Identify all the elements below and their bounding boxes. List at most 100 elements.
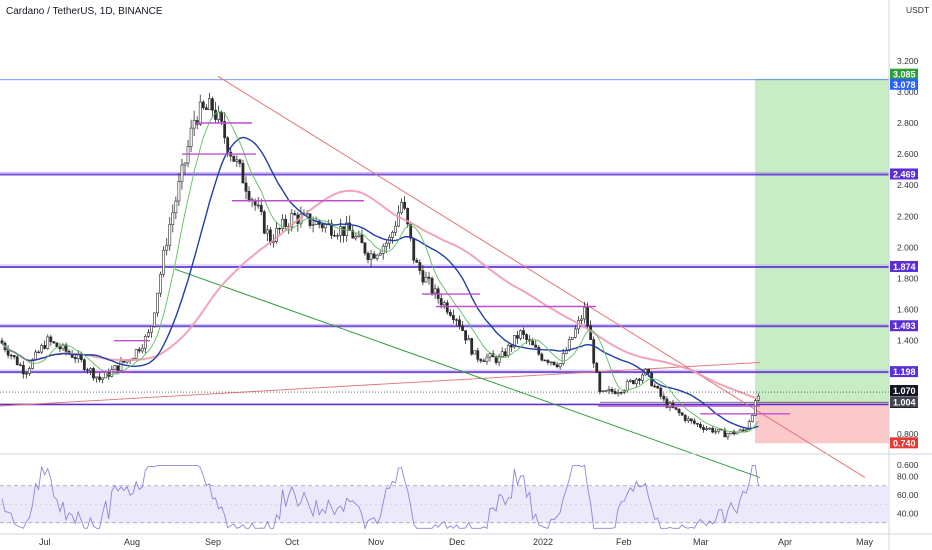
- candle-up: [708, 427, 712, 430]
- candle-up: [384, 242, 388, 247]
- candle-up: [467, 338, 471, 341]
- price-tick-label: 2.200: [897, 211, 919, 221]
- candle-down: [211, 98, 214, 111]
- price-badge-label: 0.740: [893, 438, 916, 448]
- price-badge-label: 1.070: [893, 386, 916, 396]
- candle-down: [586, 307, 590, 326]
- ma-mid-line: [1, 136, 759, 430]
- candle-down: [464, 330, 468, 341]
- candle-down: [406, 208, 410, 225]
- profit-zone: [755, 78, 889, 403]
- candle-down: [592, 339, 596, 364]
- price-badge: [890, 78, 918, 90]
- candle-down: [537, 347, 541, 355]
- candle-up: [747, 421, 751, 430]
- ma-fast-line: [1, 111, 759, 433]
- candle-up: [567, 339, 571, 351]
- candle-down: [647, 368, 651, 374]
- candle-down: [439, 298, 443, 306]
- candle-down: [482, 360, 486, 362]
- candle-up: [159, 273, 163, 294]
- candle-up: [442, 302, 446, 306]
- candle-down: [98, 376, 102, 380]
- price-badge-label: 3.085: [893, 70, 916, 80]
- candle-down: [476, 350, 480, 360]
- candle-up: [46, 336, 50, 349]
- candle-down: [631, 380, 635, 385]
- chart-title: Cardano / TetherUS, 1D, BINANCE: [6, 6, 163, 17]
- candle-down: [122, 360, 126, 363]
- candle-up: [174, 200, 178, 214]
- candle-up: [113, 365, 117, 370]
- candle-up: [378, 252, 382, 256]
- candle-down: [665, 398, 669, 408]
- candle-up: [570, 337, 574, 340]
- candle-up: [95, 376, 98, 379]
- time-tick-label: Jul: [39, 537, 51, 547]
- candle-up: [375, 254, 379, 259]
- candle-up: [390, 232, 394, 238]
- candle-down: [470, 338, 474, 355]
- price-badge-label: 1.493: [893, 321, 916, 331]
- candle-down: [455, 319, 458, 321]
- price-badge-label: 1.004: [893, 397, 916, 407]
- time-tick-label: Dec: [449, 537, 466, 547]
- candle-down: [360, 234, 364, 244]
- candle-down: [516, 335, 519, 339]
- candle-down: [220, 111, 224, 122]
- candle-down: [448, 311, 452, 316]
- candle-up: [272, 241, 275, 244]
- candle-up: [561, 353, 565, 364]
- candle-down: [695, 423, 699, 425]
- time-tick-label: Oct: [285, 537, 300, 547]
- candle-down: [546, 360, 550, 363]
- time-tick-label: Feb: [616, 537, 632, 547]
- candle-up: [61, 344, 65, 350]
- candle-down: [15, 356, 19, 366]
- candle-down: [232, 155, 236, 162]
- candle-down: [329, 223, 333, 236]
- candle-down: [363, 242, 367, 254]
- candle-down: [116, 365, 120, 371]
- candle-up: [573, 328, 577, 338]
- time-tick-label: 2022: [533, 537, 553, 547]
- rsi-line: [1, 464, 759, 530]
- candle-up: [235, 159, 239, 162]
- candle-down: [680, 412, 684, 416]
- price-badge: [890, 366, 918, 378]
- candle-down: [43, 345, 47, 349]
- price-badge-label: 2.469: [893, 169, 916, 179]
- candle-up: [28, 368, 31, 374]
- candle-down: [73, 357, 77, 360]
- candle-up: [625, 381, 629, 391]
- ascending-trendline-red: [0, 362, 761, 407]
- candle-down: [702, 427, 705, 430]
- price-tick-label: 1.400: [897, 336, 919, 346]
- candle-down: [458, 319, 461, 327]
- price-tick-label: 3.200: [897, 56, 919, 66]
- candle-up: [512, 335, 516, 348]
- candle-down: [741, 429, 745, 432]
- candle-down: [543, 359, 547, 362]
- candle-down: [421, 270, 425, 283]
- candle-down: [214, 109, 217, 120]
- candle-up: [394, 225, 397, 233]
- candle-down: [238, 159, 242, 164]
- candle-down: [540, 353, 544, 361]
- candle-up: [165, 244, 169, 251]
- candle-down: [552, 361, 556, 366]
- candle-up: [140, 347, 144, 352]
- candle-down: [223, 121, 227, 139]
- candle-down: [689, 418, 693, 422]
- candle-up: [424, 276, 428, 283]
- candle-down: [366, 252, 370, 260]
- candle-up: [143, 336, 147, 349]
- candle-up: [336, 235, 339, 237]
- candle-up: [519, 330, 522, 339]
- price-tick-label: 0.800: [897, 429, 919, 439]
- candle-up: [616, 392, 620, 394]
- candle-down: [479, 359, 483, 362]
- candle-up: [549, 361, 553, 364]
- candle-down: [555, 364, 559, 368]
- candle-up: [488, 353, 492, 358]
